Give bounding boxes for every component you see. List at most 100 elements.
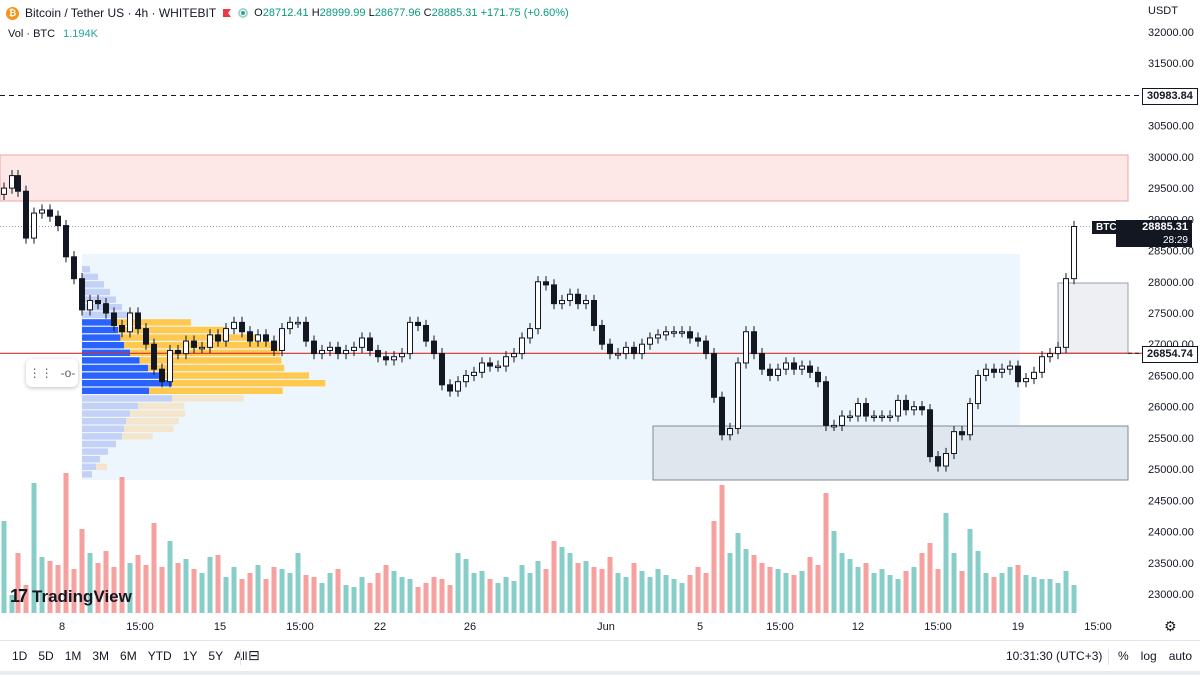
volume-bar	[687, 575, 693, 613]
candle-body	[407, 321, 413, 355]
time-axis-label: 15	[214, 621, 226, 633]
flag-icon[interactable]	[222, 8, 232, 18]
divider	[1108, 649, 1109, 665]
volume-bar	[823, 493, 829, 613]
volume-profile-sell	[116, 319, 191, 326]
volume-profile-buy	[82, 471, 92, 478]
volume-profile-sell	[124, 342, 278, 349]
ohlc-values: O28712.41 H28999.99 L28677.96 C28885.31 …	[254, 7, 569, 19]
candle-body	[687, 331, 693, 339]
chart-canvas[interactable]: 32000.0031500.0031000.0030500.0030000.00…	[0, 0, 1200, 640]
volume-bar	[903, 571, 909, 613]
candle-body	[775, 368, 781, 376]
candle-body	[183, 340, 189, 355]
clock[interactable]: 10:31:30 (UTC+3)	[1006, 649, 1103, 663]
low-value: 28677.96	[374, 7, 421, 19]
tradingview-logo[interactable]: 17 TradingView	[10, 586, 132, 607]
volume-bar	[967, 529, 973, 613]
candle-body	[159, 368, 165, 383]
candle-body	[207, 334, 213, 348]
range-button-5y[interactable]: 5Y	[208, 649, 224, 663]
candle-body	[311, 340, 317, 355]
scale-option-auto[interactable]: auto	[1168, 649, 1193, 663]
gear-icon[interactable]: ⚙	[1164, 618, 1177, 634]
candle-body	[951, 431, 957, 454]
candle-body	[615, 353, 621, 356]
volume-bar	[71, 569, 77, 613]
price-axis-label: 30500.00	[1148, 121, 1194, 133]
supply-zone	[0, 154, 1129, 202]
candle-body	[703, 340, 709, 355]
volume-bar	[423, 583, 429, 613]
line-tool-icon[interactable]: -o-	[60, 366, 76, 380]
volume-bar	[919, 553, 925, 613]
candle-body	[215, 334, 221, 342]
candle-body	[79, 278, 85, 311]
candle-body	[279, 328, 285, 351]
candle-body	[743, 331, 749, 364]
volume-bar	[743, 549, 749, 613]
currency-selector[interactable]: USDT	[1148, 5, 1178, 17]
range-button-1y[interactable]: 1Y	[182, 649, 198, 663]
candle-body	[447, 384, 453, 392]
volume-profile-buy	[82, 288, 110, 296]
candle-body	[967, 403, 973, 436]
candle-body	[359, 337, 365, 348]
range-button-1d[interactable]: 1D	[12, 649, 28, 663]
range-button-3m[interactable]: 3M	[92, 649, 110, 663]
candle-body	[15, 175, 21, 192]
range-button-6m[interactable]: 6M	[120, 649, 137, 663]
last-price-label: 28885.31	[1116, 220, 1192, 235]
candle-body	[103, 303, 109, 314]
scale-option-log[interactable]: log	[1140, 649, 1157, 663]
candle-body	[671, 331, 677, 334]
time-axis-label: 15:00	[1084, 621, 1112, 633]
volume-bar	[775, 569, 781, 613]
volume-bar	[991, 577, 997, 613]
time-axis-label: 15:00	[286, 621, 314, 633]
volume-profile-sell	[138, 402, 185, 410]
volume-bar	[351, 587, 357, 613]
volume-bar	[247, 573, 253, 613]
volume-bar	[615, 573, 621, 613]
volume-bar	[183, 559, 189, 613]
chart-header: ₿ Bitcoin / Tether US · 4h · WHITEBIT O2…	[6, 6, 569, 20]
volume-bar	[343, 585, 349, 613]
range-button-5d[interactable]: 5D	[38, 649, 54, 663]
scale-option-percent[interactable]: %	[1118, 649, 1129, 663]
volume-bar	[9, 595, 15, 613]
open-value: 28712.41	[262, 7, 309, 19]
volume-bar	[655, 569, 661, 613]
range-button-ytd[interactable]: YTD	[147, 649, 172, 663]
candle-body	[391, 356, 397, 361]
volume-bar	[1063, 571, 1069, 613]
calendar-icon[interactable]: ⊟	[248, 647, 260, 663]
range-button-1m[interactable]: 1M	[64, 649, 82, 663]
candle-body	[823, 381, 829, 426]
volume-label: Vol · BTC	[8, 28, 56, 40]
candle-body	[335, 346, 341, 355]
volume-bar	[31, 483, 37, 613]
volume-bar	[55, 565, 61, 613]
volume-bar	[543, 569, 549, 613]
price-axis-label: 28500.00	[1148, 246, 1194, 258]
volume-bar	[551, 541, 557, 613]
volume-bar	[119, 477, 125, 613]
volume-bar	[391, 571, 397, 613]
candle-body	[9, 175, 15, 189]
drag-handle-icon[interactable]: ⋮⋮	[28, 366, 53, 380]
market-status-icon[interactable]	[238, 8, 249, 18]
volume-bar	[375, 573, 381, 613]
volume-profile-buy	[82, 296, 116, 303]
volume-profile-buy	[82, 380, 172, 387]
symbol-title[interactable]: Bitcoin / Tether US · 4h · WHITEBIT	[25, 6, 217, 20]
candle-body	[39, 209, 45, 214]
volume-bar	[927, 543, 933, 613]
volume-legend[interactable]: Vol · BTC 1.194K	[8, 28, 98, 40]
volume-profile-sell	[118, 326, 228, 334]
candle-body	[55, 215, 61, 227]
volume-bar	[647, 577, 653, 613]
drawing-toolbar[interactable]: ⋮⋮ -o-	[26, 359, 78, 387]
candle-body	[535, 281, 541, 330]
volume-profile-buy	[82, 456, 100, 463]
